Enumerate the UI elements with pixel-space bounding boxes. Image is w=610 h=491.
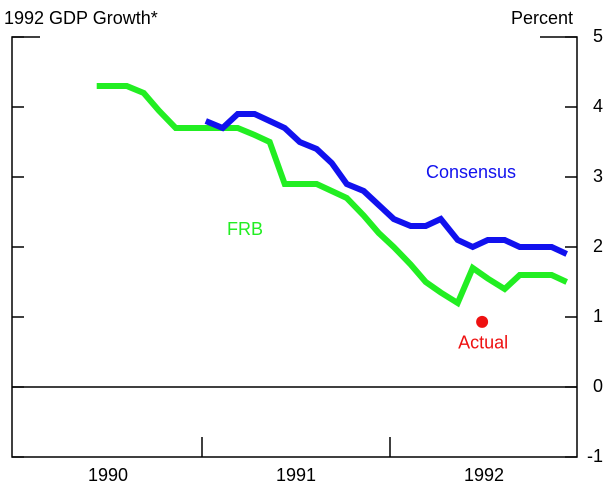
plot-frame xyxy=(11,36,578,458)
x-tick-label: 1990 xyxy=(88,465,128,485)
y-tick-label: 5 xyxy=(593,26,603,46)
y-tick-label: 3 xyxy=(593,166,603,186)
series-label: FRB xyxy=(227,219,263,239)
y-axis-label: Percent xyxy=(511,8,573,28)
chart-title: 1992 GDP Growth* xyxy=(4,8,158,28)
series-line xyxy=(204,111,568,257)
series-label: Consensus xyxy=(426,162,516,182)
y-tick-label: 1 xyxy=(593,306,603,326)
y-tick-label: 2 xyxy=(593,236,603,256)
x-tick-label: 1992 xyxy=(464,465,504,485)
x-tick-label: 1991 xyxy=(276,465,316,485)
y-tick-label: 0 xyxy=(593,376,603,396)
series-line xyxy=(96,83,568,308)
point-label: Actual xyxy=(458,333,508,353)
y-tick-label: -1 xyxy=(587,446,603,466)
y-tick-label: 4 xyxy=(593,96,603,116)
actual-point xyxy=(476,315,489,328)
